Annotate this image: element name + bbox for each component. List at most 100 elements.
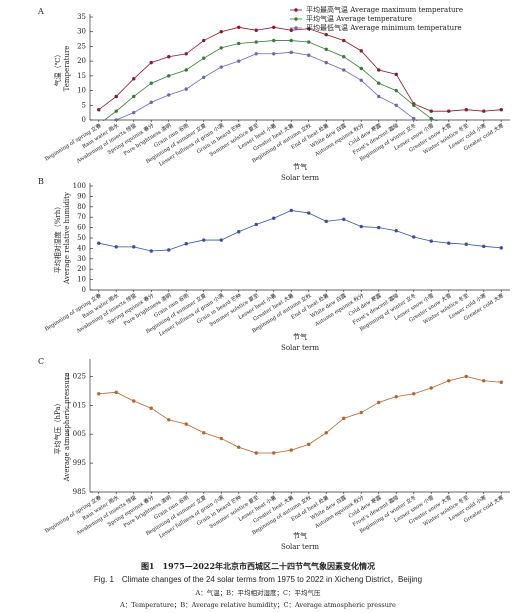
point (219, 46, 223, 50)
point (254, 28, 258, 32)
point (429, 239, 433, 243)
point (149, 60, 153, 65)
point (167, 74, 171, 78)
point (289, 38, 293, 43)
point (429, 386, 433, 390)
point (482, 109, 486, 113)
point (114, 109, 118, 113)
point (482, 244, 486, 249)
point (394, 103, 398, 107)
point (219, 30, 223, 34)
point (272, 52, 276, 56)
x-axis-title: Solar term (281, 344, 319, 352)
point (219, 65, 223, 69)
point (184, 52, 188, 56)
point (202, 238, 206, 242)
point (202, 56, 206, 60)
point (394, 229, 398, 233)
point (132, 399, 136, 403)
point (289, 448, 293, 452)
plot (97, 208, 503, 253)
point (342, 416, 346, 421)
y-tick-label: 30 (77, 255, 86, 263)
point (324, 47, 328, 52)
point (272, 38, 276, 43)
point (272, 25, 276, 29)
x-axis-title: Solar term (281, 174, 319, 182)
point (237, 59, 241, 63)
point (500, 139, 503, 142)
point (377, 68, 381, 72)
y-tick-label: 50 (77, 234, 86, 242)
point (377, 94, 381, 99)
point (254, 222, 258, 227)
y-tick-label: 40 (77, 244, 86, 252)
series-line (102, 40, 439, 121)
point (202, 75, 206, 80)
point (412, 103, 416, 107)
point (219, 436, 223, 441)
point (132, 77, 136, 81)
y-tick-label: 100 (73, 182, 86, 190)
y-axis-title: Average relative humidity (63, 192, 71, 285)
point (149, 249, 153, 253)
point (167, 418, 171, 422)
y-tick-label: 0 (82, 116, 86, 124)
y-tick-label: 0 (82, 286, 86, 294)
point (167, 248, 171, 252)
point (184, 68, 188, 72)
series-line (114, 51, 418, 121)
point (464, 374, 468, 379)
panel-label: A (37, 7, 44, 16)
x-axis-title: 节气 (293, 332, 307, 341)
point (342, 55, 346, 59)
y-tick-label: 35 (77, 13, 86, 21)
point (412, 235, 416, 239)
point (149, 100, 153, 105)
point (464, 108, 468, 112)
y-tick-label: 80 (77, 203, 86, 211)
point (342, 38, 346, 43)
point (394, 72, 398, 77)
plot (97, 25, 503, 142)
point (289, 50, 293, 55)
point (202, 38, 206, 43)
point (307, 40, 311, 44)
point (447, 379, 451, 383)
point (377, 400, 381, 405)
point (377, 225, 381, 230)
caption-en: Fig. 1 Climate changes of the 24 solar t… (94, 575, 422, 584)
point (464, 242, 468, 246)
legend-marker (294, 17, 298, 21)
y-axis-title: Average atmospheric pressure (63, 373, 71, 483)
y-tick-label: 10 (77, 276, 86, 284)
point (307, 211, 311, 215)
point (97, 241, 101, 245)
y-tick-label: 10 (77, 87, 86, 95)
point (324, 60, 328, 65)
point (412, 392, 416, 396)
y-tick-label: 60 (77, 224, 86, 232)
panel-label: C (38, 357, 44, 366)
point (359, 66, 363, 71)
point (447, 109, 451, 113)
point (324, 32, 328, 37)
x-axis-title: Solar term (281, 543, 319, 551)
point (412, 116, 416, 121)
point (149, 81, 153, 85)
series-line (98, 210, 502, 252)
point (394, 88, 398, 93)
point (359, 78, 363, 82)
y-tick-label: 1 025 (66, 372, 86, 380)
point (97, 392, 101, 396)
point (429, 109, 433, 113)
point (342, 68, 346, 72)
point (184, 422, 188, 426)
point (272, 216, 276, 220)
point (359, 410, 363, 415)
caption-note-en: A：Temperature；B：Average relative humidit… (119, 601, 396, 609)
point (132, 110, 136, 115)
legend-label: 平均气温 Average temperature (306, 14, 412, 23)
point (342, 217, 346, 221)
